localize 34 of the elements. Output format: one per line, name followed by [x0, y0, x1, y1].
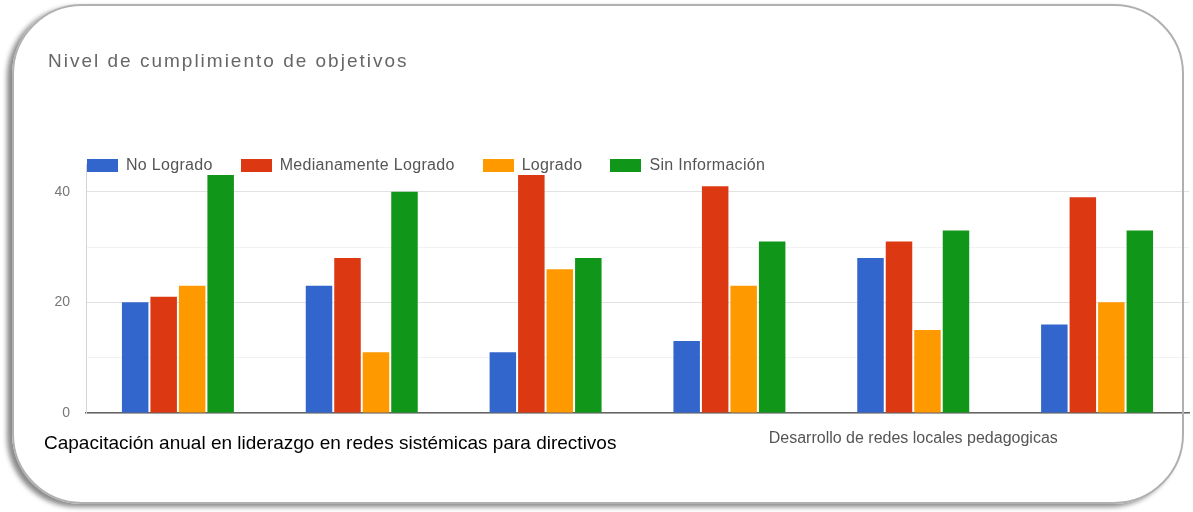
- bar: [673, 341, 700, 413]
- bar: [575, 258, 602, 413]
- y-tick-label: 40: [54, 182, 71, 199]
- bar: [391, 191, 418, 413]
- bar: [1126, 230, 1154, 413]
- bar: [1041, 324, 1068, 413]
- bar: [150, 296, 177, 413]
- bar: [914, 330, 941, 413]
- bar: [121, 302, 149, 413]
- bar: [489, 352, 517, 413]
- bar: [701, 186, 729, 413]
- chart-title: Nivel de cumplimiento de objetivos: [48, 50, 409, 72]
- bar: [334, 258, 361, 413]
- y-tick-label: 20: [54, 293, 71, 310]
- bar: [730, 285, 757, 413]
- x-tick-label: Desarrollo de redes locales pedagogicas: [768, 429, 1058, 447]
- legend-label: Medianamente Logrado: [279, 156, 455, 174]
- bar: [1098, 302, 1125, 413]
- bar: [362, 352, 390, 413]
- text: Capacitación anual en liderazgo en redes sistémicas para directivos: [40, 430, 621, 456]
- bar: [207, 175, 234, 413]
- bar: [546, 269, 574, 413]
- bar: [857, 258, 884, 413]
- bar: [942, 230, 970, 413]
- bar: [758, 241, 786, 413]
- bar: [305, 285, 333, 413]
- legend-label: Logrado: [521, 156, 583, 174]
- bar: [518, 175, 545, 413]
- legend-label: No Logrado: [126, 156, 213, 174]
- bar: [1069, 197, 1097, 413]
- bar: [885, 241, 913, 413]
- y-tick-label: 0: [62, 403, 71, 420]
- bar: [178, 285, 206, 413]
- legend-label: Sin Información: [649, 156, 766, 174]
